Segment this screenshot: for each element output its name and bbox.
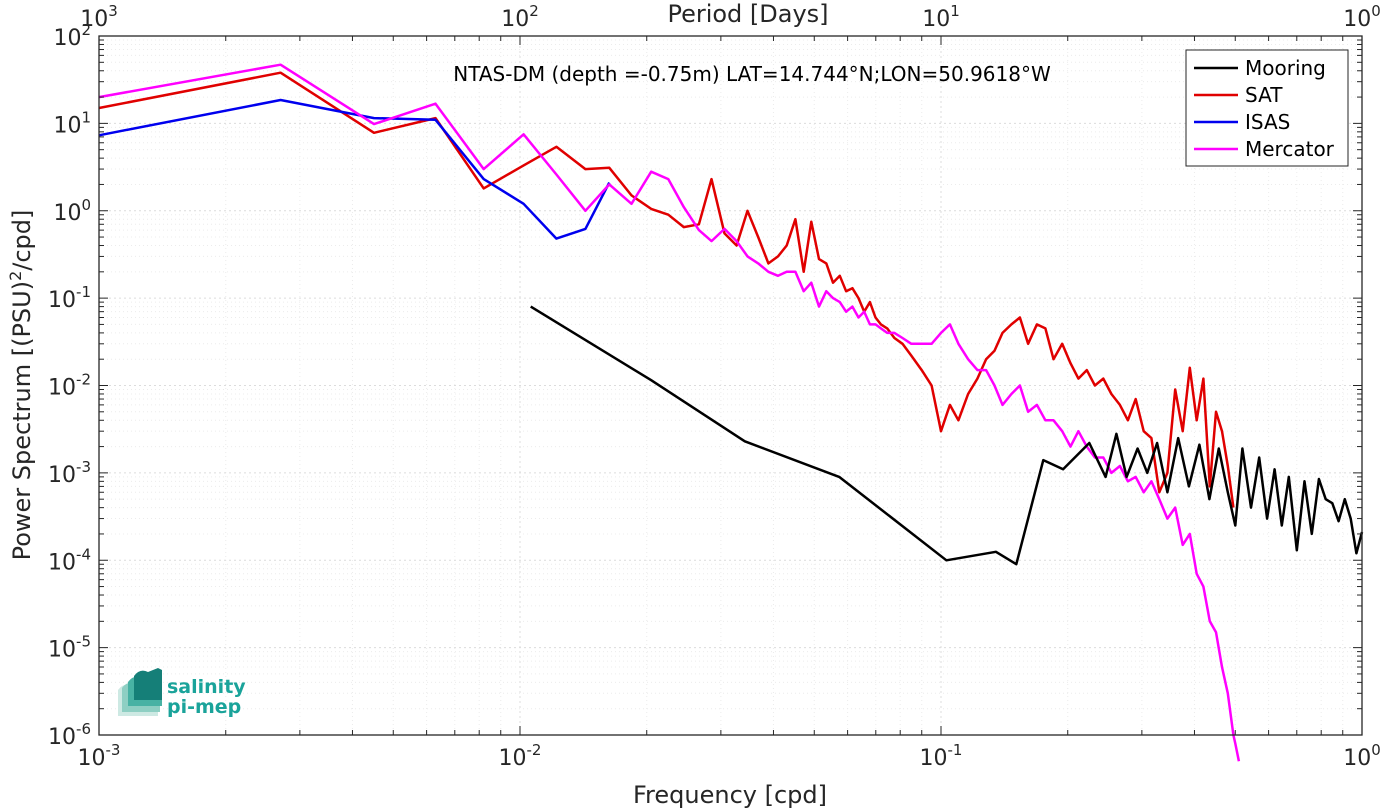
salinity-pi-mep-logo: salinity pi-mep — [118, 668, 246, 718]
x-axis-label: Frequency [cpd] — [633, 781, 827, 809]
legend-label-mercator: Mercator — [1245, 137, 1335, 161]
y-tick-label: 10-2 — [48, 371, 91, 401]
y-tick-label: 102 — [53, 21, 91, 51]
legend: Mooring SAT ISAS Mercator — [1185, 49, 1349, 167]
logo-mark-icon — [118, 668, 162, 716]
series-line-mercator — [98, 63, 1241, 762]
y-tick-label: 10-1 — [48, 283, 91, 313]
y-axis-label: Power Spectrum [(PSU)2/cpd] — [6, 210, 37, 561]
y-tick-label: 10-4 — [48, 545, 91, 575]
y-tick-label: 10-6 — [48, 720, 91, 750]
x-tick-label: 100 — [1343, 741, 1381, 771]
legend-label-sat: SAT — [1245, 83, 1283, 107]
y-tick-label: 101 — [53, 108, 91, 138]
legend-label-isas: ISAS — [1245, 110, 1290, 134]
top-axis-label: Period [Days] — [667, 0, 828, 28]
x-tick-label: 10-2 — [499, 741, 542, 771]
x-tick-label: 10-1 — [920, 741, 963, 771]
tick-marks — [98, 36, 1362, 736]
series-line-mooring — [530, 305, 1364, 566]
logo-line1: salinity — [167, 676, 246, 698]
top-tick-label: 101 — [922, 2, 960, 32]
top-tick-label: 102 — [501, 2, 539, 32]
top-tick-label: 100 — [1343, 2, 1381, 32]
y-tick-label: 100 — [53, 196, 91, 226]
legend-label-mooring: Mooring — [1245, 56, 1326, 80]
chart-title: NTAS-DM (depth =-0.75m) LAT=14.744°N;LON… — [453, 62, 1051, 86]
series-layer — [98, 63, 1364, 762]
top-tick-label: 103 — [80, 2, 118, 32]
legend-box — [1185, 49, 1349, 167]
x-tick-label: 10-3 — [78, 741, 121, 771]
series-line-isas — [98, 98, 611, 240]
logo-line2: pi-mep — [167, 696, 241, 718]
y-tick-label: 10-3 — [48, 458, 91, 488]
series-line-sat — [98, 71, 1235, 508]
y-tick-label: 10-5 — [48, 633, 91, 663]
